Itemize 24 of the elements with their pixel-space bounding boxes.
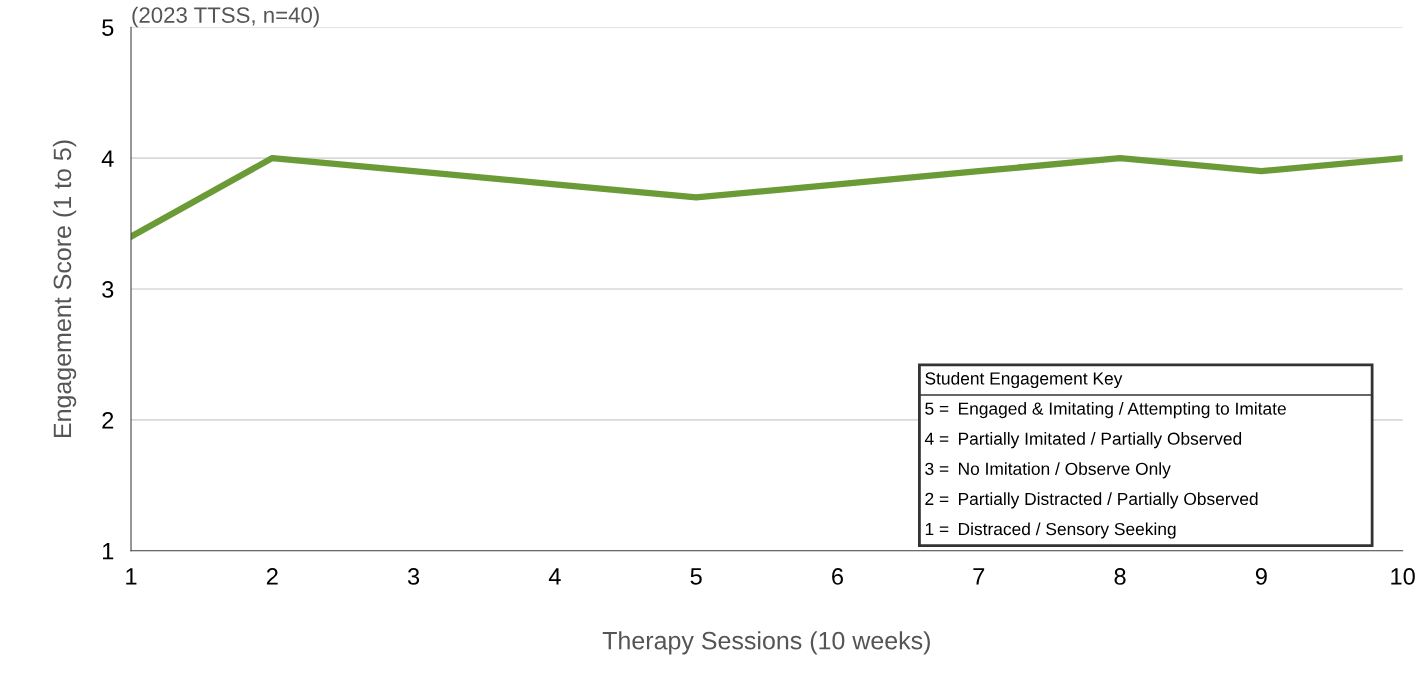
annotation: Student Engagement Key [925,371,1123,389]
annotation: 1 = Distraced / Sensory Seeking [925,522,1176,539]
x-tick-label: 3 [407,568,420,585]
annotation: 2 = Partially Distracted / Partially Observed [925,492,1258,509]
annotation: 3 = No Imitation / Observe Only [925,462,1171,479]
annotation: 5 = Engaged & Imitating / Attempting to Imitate [925,401,1286,419]
x-axis-title: Therapy Sessions (10 weeks) [602,631,930,655]
chart-subtitle: (2023 TTSS, n=40) [132,6,319,28]
x-tick-label: 10 [1391,568,1415,585]
y-tick-label: 5 [102,19,114,36]
y-tick-label: 3 [102,281,114,298]
y-axis-title: Engagement Score (1 to 5) [52,140,77,438]
x-tick-label: 5 [690,568,702,585]
x-tick-label: 1 [126,568,137,585]
x-tick-label: 6 [832,568,843,585]
y-tick-label: 2 [102,411,114,429]
annotation: 4 = Partially Imitated / Partially Observed [924,432,1242,449]
x-tick-label: 2 [266,568,278,585]
x-tick-label: 7 [973,568,985,585]
y-tick-label: 1 [103,543,114,560]
x-tick-label: 8 [1114,568,1126,585]
y-tick-label: 4 [101,150,114,167]
x-tick-label: 9 [1255,568,1267,585]
x-tick-label: 4 [548,568,561,585]
